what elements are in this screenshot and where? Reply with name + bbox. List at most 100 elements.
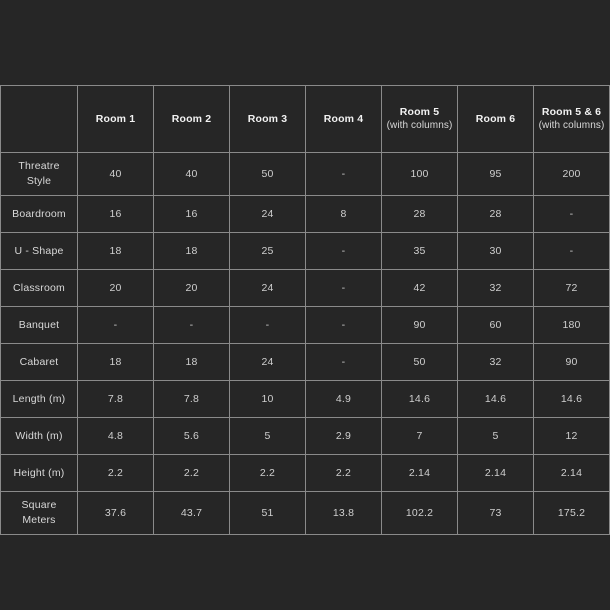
table-cell: 42 xyxy=(381,269,458,307)
table-cell: 7.8 xyxy=(153,380,230,418)
table-cell: 18 xyxy=(153,232,230,270)
table-cell: 30 xyxy=(457,232,534,270)
row-header: Classroom xyxy=(0,269,78,307)
table-cell: 73 xyxy=(457,491,534,535)
column-header-label: Room 2 xyxy=(171,112,212,125)
table-header: Room 1 Room 2 Room 3 Room 4 Room 5 (with colu… xyxy=(0,85,610,153)
table-cell: 12 xyxy=(533,417,610,455)
table-cell: 5.6 xyxy=(153,417,230,455)
row-header-line: Classroom xyxy=(13,281,65,294)
table-cell: 2.2 xyxy=(229,454,306,492)
table-cell: 25 xyxy=(229,232,306,270)
row-header: Height (m) xyxy=(0,454,78,492)
table-cell: 7.8 xyxy=(77,380,154,418)
row-header: Width (m) xyxy=(0,417,78,455)
row-header-line: Height (m) xyxy=(13,466,65,479)
column-header-label: Room 4 xyxy=(323,112,364,125)
table-corner-cell xyxy=(0,85,78,153)
table-cell: 2.2 xyxy=(305,454,382,492)
table-cell: 2.14 xyxy=(381,454,458,492)
table-cell: 18 xyxy=(77,232,154,270)
table-cell: - xyxy=(305,269,382,307)
row-header-line: Banquet xyxy=(18,318,60,331)
table-cell: 20 xyxy=(77,269,154,307)
table-cell: 51 xyxy=(229,491,306,535)
table-cell: 40 xyxy=(153,152,230,196)
column-header: Room 4 xyxy=(305,85,382,153)
column-header: Room 5 (with columns) xyxy=(381,85,458,153)
row-header-line: Boardroom xyxy=(12,207,66,220)
table-cell: 14.6 xyxy=(533,380,610,418)
table-cell: 180 xyxy=(533,306,610,344)
row-header-line: U - Shape xyxy=(14,244,64,257)
table-cell: - xyxy=(305,232,382,270)
table-cell: 10 xyxy=(229,380,306,418)
table-cell: 72 xyxy=(533,269,610,307)
table-cell: 200 xyxy=(533,152,610,196)
column-header-label: Room 5 xyxy=(399,106,440,119)
table-cell: 7 xyxy=(381,417,458,455)
row-header-line: Cabaret xyxy=(19,355,59,368)
table-cell: 13.8 xyxy=(305,491,382,535)
column-header: Room 5 & 6 (with columns) xyxy=(533,85,610,153)
table-row: Width (m) 4.8 5.6 5 2.9 7 5 12 xyxy=(0,417,610,455)
table-cell: 18 xyxy=(153,343,230,381)
row-header: Square Meters xyxy=(0,491,78,535)
table-cell: 2.14 xyxy=(533,454,610,492)
room-capacity-table: Room 1 Room 2 Room 3 Room 4 Room 5 (with colu… xyxy=(0,85,610,535)
table-header-row: Room 1 Room 2 Room 3 Room 4 Room 5 (with colu… xyxy=(0,85,610,153)
row-header: U - Shape xyxy=(0,232,78,270)
table-cell: 2.2 xyxy=(153,454,230,492)
column-header: Room 2 xyxy=(153,85,230,153)
row-header: Length (m) xyxy=(0,380,78,418)
table-cell: 43.7 xyxy=(153,491,230,535)
table-cell: 28 xyxy=(457,195,534,233)
table-cell: 100 xyxy=(381,152,458,196)
table-cell: 90 xyxy=(533,343,610,381)
table-row: U - Shape 18 18 25-35 30- xyxy=(0,232,610,270)
table-cell: 28 xyxy=(381,195,458,233)
table-cell: - xyxy=(533,232,610,270)
table-cell: 35 xyxy=(381,232,458,270)
row-header: Banquet xyxy=(0,306,78,344)
table-cell: - xyxy=(305,306,382,344)
table-cell: - xyxy=(153,306,230,344)
table-cell: 102.2 xyxy=(381,491,458,535)
table-cell: 14.6 xyxy=(457,380,534,418)
row-header-line: Style xyxy=(26,175,52,187)
table-row: Boardroom 16 16 24 8 28 28- xyxy=(0,195,610,233)
table-cell: 60 xyxy=(457,306,534,344)
table-cell: 4.8 xyxy=(77,417,154,455)
table-cell: 5 xyxy=(457,417,534,455)
table-cell: 24 xyxy=(229,343,306,381)
row-header-line: Meters xyxy=(22,514,56,526)
table-row: Threatre Style 40 40 50-100 95 200 xyxy=(0,152,610,196)
column-header-label: Room 6 xyxy=(475,112,516,125)
table-cell: 4.9 xyxy=(305,380,382,418)
table-cell: 24 xyxy=(229,269,306,307)
table-row: Banquet - - - -90 60 180 xyxy=(0,306,610,344)
table-cell: - xyxy=(533,195,610,233)
column-header-sublabel: (with columns) xyxy=(538,120,605,132)
row-header-line: Threatre xyxy=(18,160,60,173)
table-row: Square Meters 37.6 43.7 51 13.8 102.2 73 175.2 xyxy=(0,491,610,535)
table-row: Height (m) 2.2 2.2 2.2 2.2 2.14 2.14 2.14 xyxy=(0,454,610,492)
room-capacity-chart: Room 1 Room 2 Room 3 Room 4 Room 5 (with colu… xyxy=(0,85,610,535)
table-body: Threatre Style 40 40 50-100 95 200 Boardroom 16 1… xyxy=(0,152,610,535)
row-header: Cabaret xyxy=(0,343,78,381)
column-header: Room 3 xyxy=(229,85,306,153)
table-cell: 95 xyxy=(457,152,534,196)
table-row: Classroom 20 20 24-42 32 72 xyxy=(0,269,610,307)
table-cell: 14.6 xyxy=(381,380,458,418)
column-header-label: Room 3 xyxy=(247,112,288,125)
row-header-line: Square xyxy=(21,499,57,512)
table-cell: 2.9 xyxy=(305,417,382,455)
table-cell: 2.14 xyxy=(457,454,534,492)
table-cell: 175.2 xyxy=(533,491,610,535)
table-cell: - xyxy=(305,152,382,196)
table-cell: - xyxy=(77,306,154,344)
column-header-sublabel: (with columns) xyxy=(386,120,453,132)
table-cell: 50 xyxy=(381,343,458,381)
table-cell: 5 xyxy=(229,417,306,455)
table-row: Length (m) 7.8 7.8 10 4.9 14.6 14.6 14.6 xyxy=(0,380,610,418)
